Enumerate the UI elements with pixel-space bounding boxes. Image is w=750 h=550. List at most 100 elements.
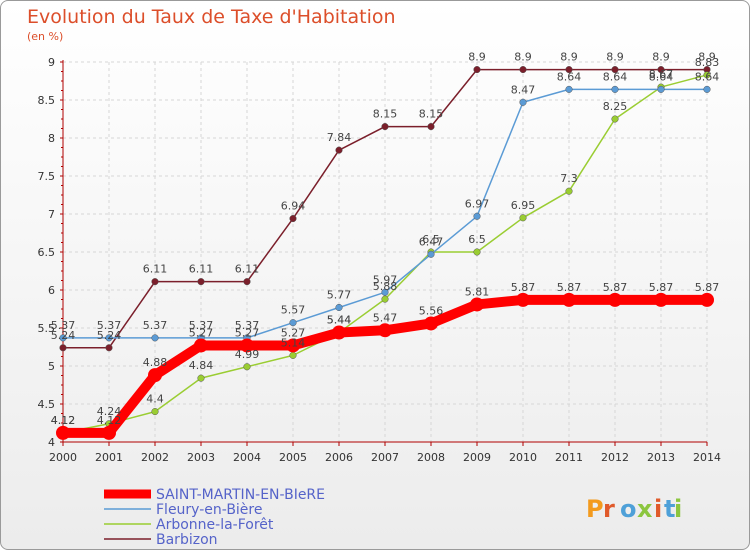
data-label: 5.27: [189, 326, 214, 339]
data-point: [105, 344, 113, 352]
data-label: 4.88: [143, 356, 168, 369]
data-label: 5.88: [373, 280, 398, 293]
x-tick-label: 2000: [49, 451, 77, 464]
data-point: [335, 146, 343, 154]
x-tick-label: 2009: [463, 451, 491, 464]
data-label: 5.87: [649, 281, 674, 294]
data-point: [289, 319, 297, 327]
data-point: [703, 71, 711, 79]
data-label: 5.14: [281, 336, 306, 349]
data-point: [611, 85, 619, 93]
y-tick-label: 8: [48, 132, 55, 145]
data-point: [562, 292, 576, 307]
chart-title: Evolution du Taux de Taxe d'Habitation: [27, 6, 396, 28]
data-point: [289, 351, 297, 359]
data-label: 5.37: [189, 319, 214, 332]
data-label: 4.12: [51, 414, 76, 427]
logo-letter: t: [664, 495, 675, 523]
x-tick-label: 2013: [647, 451, 675, 464]
data-label: 8.64: [649, 70, 674, 83]
data-label: 8.9: [468, 51, 486, 64]
data-label: 6.11: [189, 263, 214, 276]
data-point: [335, 303, 343, 312]
data-point: [243, 278, 251, 286]
unit-label: (en %): [27, 30, 64, 43]
data-point: [240, 338, 254, 353]
logo-letter: P: [586, 495, 604, 523]
data-point: [381, 295, 389, 303]
y-tick-label: 5.5: [38, 322, 56, 335]
data-label: 8.9: [606, 51, 624, 64]
data-point: [59, 334, 67, 342]
data-point: [654, 292, 668, 307]
data-point: [611, 115, 619, 123]
data-label: 5.44: [327, 314, 352, 327]
y-tick-label: 8.5: [38, 94, 56, 107]
x-tick-label: 2006: [325, 451, 353, 464]
data-label: 5.87: [511, 281, 536, 294]
data-label: 6.5: [422, 233, 440, 246]
data-point: [519, 98, 527, 106]
y-tick-label: 6: [48, 284, 55, 297]
series-layer: [56, 66, 714, 440]
data-label: 6.5: [468, 233, 486, 246]
data-point: [519, 66, 527, 74]
data-label: 8.9: [652, 51, 670, 64]
data-point: [105, 334, 113, 342]
data-point: [381, 123, 389, 131]
data-label: 5.27: [281, 326, 306, 339]
data-label: 5.37: [235, 319, 260, 332]
data-label: 8.64: [557, 70, 582, 83]
data-point: [565, 66, 573, 74]
data-point: [700, 292, 714, 307]
data-label: 4.24: [97, 405, 122, 418]
data-label: 8.15: [419, 108, 444, 121]
data-point: [565, 85, 573, 93]
logo-letter: x: [637, 495, 653, 523]
data-point: [519, 214, 527, 222]
data-label: 8.9: [560, 51, 578, 64]
logo-letter: i: [674, 495, 682, 523]
y-tick-label: 6.5: [38, 246, 56, 259]
data-label: 8.9: [514, 51, 532, 64]
data-point: [516, 292, 530, 307]
data-point: [332, 325, 346, 340]
data-label: 8.9: [698, 51, 716, 64]
data-label: 4.12: [51, 414, 76, 427]
data-point: [608, 292, 622, 307]
y-tick-label: 5: [48, 360, 55, 373]
legend-label: Arbonne-la-Forêt: [156, 517, 274, 533]
data-point: [59, 344, 67, 352]
x-tick-label: 2002: [141, 451, 169, 464]
data-point: [381, 288, 389, 296]
data-label: 6.47: [419, 235, 444, 248]
data-point: [197, 278, 205, 286]
x-tick-label: 2012: [601, 451, 629, 464]
data-point: [424, 316, 438, 331]
logo-letter: i: [654, 495, 662, 523]
data-point: [289, 215, 297, 223]
data-label: 6.11: [143, 263, 168, 276]
data-label: 8.15: [373, 108, 398, 121]
data-point: [151, 408, 159, 416]
data-label: 5.37: [143, 319, 168, 332]
data-label: 6.94: [281, 200, 306, 213]
data-label: 5.37: [97, 319, 122, 332]
x-tick-label: 2008: [417, 451, 445, 464]
data-label: 8.64: [695, 70, 720, 83]
data-point: [151, 334, 159, 342]
data-label: 8.67: [649, 68, 674, 81]
data-point: [378, 323, 392, 338]
x-tick-label: 2001: [95, 451, 123, 464]
data-label: 5.97: [373, 273, 398, 286]
data-point: [427, 123, 435, 131]
data-label: 5.87: [603, 281, 628, 294]
data-label: 5.77: [327, 288, 352, 301]
data-label: 5.57: [281, 304, 306, 317]
data-point: [473, 66, 481, 74]
data-point: [197, 374, 205, 382]
x-tick-label: 2014: [693, 451, 721, 464]
